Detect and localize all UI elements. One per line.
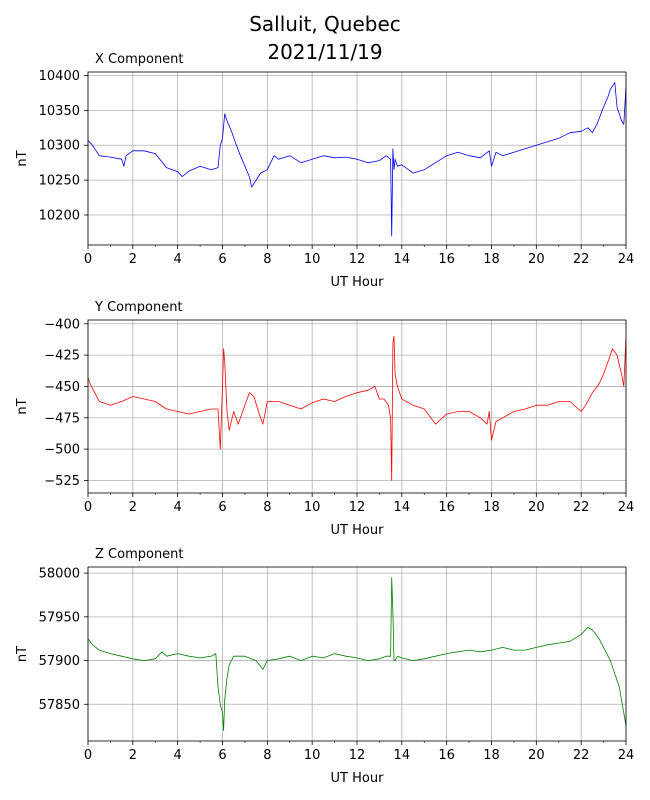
figure-title-date: 2021/11/19 [267,40,383,64]
x-tick-label: 8 [263,500,271,515]
panel-z-component: 0 2 4 6 8 10 12 14 16 18 20 22 245785057900579505800… [15,547,634,786]
y-tick-label: 10300 [39,139,80,154]
y-tick-label: 57900 [39,654,80,669]
x-tick-label: 4 [174,252,182,267]
x-tick-label: 12 [349,748,366,763]
x-tick-label: 14 [394,748,411,763]
x-tick-label: 24 [618,252,635,267]
x-tick-label: 14 [394,252,411,267]
y-tick-label: −450 [44,380,80,395]
x-tick-label: 24 [618,500,635,515]
x-tick-label: 18 [483,748,500,763]
panel-y-component: 0 2 4 6 8 10 12 14 16 18 20 22 24−525−500−475−450−42… [15,300,634,538]
x-tick-label: 0 [84,252,92,267]
x-tick-label: 12 [349,252,366,267]
x-tick-label: 22 [573,500,590,515]
y-tick-label: −500 [44,443,80,458]
x-tick-label: 18 [483,252,500,267]
panel-title: Z Component [95,547,184,562]
x-tick-label: 2 [129,500,137,515]
x-tick-label: 8 [263,252,271,267]
x-tick-label: 18 [483,500,500,515]
y-tick-label: −525 [44,474,80,489]
panel-title: X Component [95,52,184,67]
series-line-x [88,82,626,237]
x-tick-label: 4 [174,748,182,763]
y-tick-label: 58000 [39,567,80,582]
x-tick-label: 16 [438,500,455,515]
y-axis-label: nT [15,398,30,414]
x-tick-label: 22 [573,748,590,763]
y-tick-label: −475 [44,411,80,426]
x-tick-label: 6 [218,748,226,763]
x-tick-label: 20 [528,748,545,763]
panel-x-component: 0 2 4 6 8 10 12 14 16 18 20 22 241020010250103001035… [15,52,634,290]
x-tick-label: 6 [218,252,226,267]
y-tick-label: −400 [44,317,80,332]
x-tick-label: 10 [304,252,321,267]
x-tick-label: 20 [528,500,545,515]
y-tick-label: 10350 [39,104,80,119]
x-tick-label: 0 [84,748,92,763]
panel-title: Y Component [94,300,183,315]
y-tick-label: 10250 [39,174,80,189]
series-line-y [88,335,626,481]
x-tick-label: 22 [573,252,590,267]
x-axis-label: UT Hour [331,275,385,290]
x-axis-label: UT Hour [331,523,385,538]
y-axis-label: nT [15,646,30,662]
y-tick-label: 10400 [39,69,80,84]
x-axis-label: UT Hour [331,771,385,786]
figure-title-location: Salluit, Quebec [249,12,401,36]
x-tick-label: 6 [218,500,226,515]
y-tick-label: 57950 [39,610,80,625]
x-tick-label: 12 [349,500,366,515]
x-tick-label: 16 [438,252,455,267]
x-tick-label: 24 [618,748,635,763]
x-tick-label: 10 [304,748,321,763]
y-tick-label: 57850 [39,698,80,713]
x-tick-label: 4 [174,500,182,515]
x-tick-label: 2 [129,748,137,763]
series-line-z [88,577,626,731]
x-tick-label: 0 [84,500,92,515]
y-tick-label: −425 [44,349,80,364]
y-tick-label: 10200 [39,209,80,224]
x-tick-label: 8 [263,748,271,763]
x-tick-label: 16 [438,748,455,763]
x-tick-label: 10 [304,500,321,515]
x-tick-label: 2 [129,252,137,267]
y-axis-label: nT [15,150,30,166]
x-tick-label: 20 [528,252,545,267]
x-tick-label: 14 [394,500,411,515]
